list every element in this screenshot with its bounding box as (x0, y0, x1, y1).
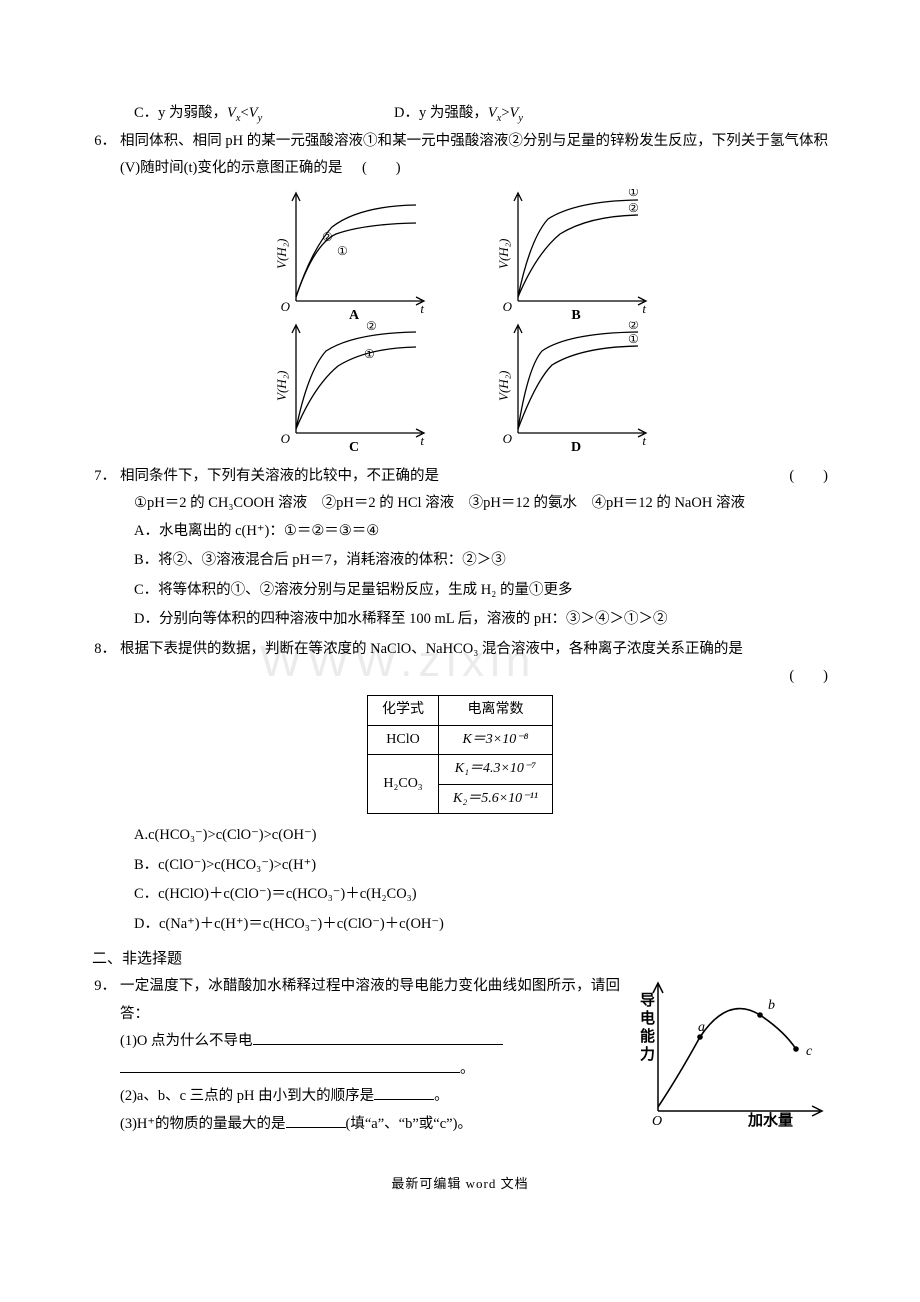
q6-charts: OtV(H₂)②①AOtV(H₂)①②BOtV(H₂)②①COtV(H₂)②①D (92, 189, 828, 453)
svg-text:②: ② (366, 321, 377, 333)
page-footer: 最新可编辑 word 文档 (92, 1172, 828, 1197)
svg-text:V(H₂): V(H₂) (274, 238, 289, 269)
q6-num: 6． (92, 128, 120, 156)
q5-options-row: C．y 为弱酸，Vx<Vy D．y 为强酸，Vx>Vy (92, 100, 828, 128)
svg-text:b: b (768, 998, 775, 1013)
svg-text:V(H₂): V(H₂) (496, 238, 511, 269)
q8-opt-d: D．c(Na⁺)＋c(H⁺)＝c(HCO₃⁻)＋c(ClO⁻)＋c(OH⁻) (92, 911, 828, 939)
svg-text:力: 力 (640, 1045, 655, 1063)
q7-opt-c: C．将等体积的①、②溶液分别与足量铝粉反应，生成 H₂ 的量①更多 (92, 577, 828, 605)
q8-stem: 根据下表提供的数据，判断在等浓度的 NaClO、NaHCO₃ 混合溶液中，各种离… (120, 641, 743, 657)
q7-opt-d: D．分别向等体积的四种溶液中加水稀释至 100 mL 后，溶液的 pH：③＞④＞… (92, 606, 828, 634)
svg-text:t: t (420, 433, 424, 448)
question-7: 7． 相同条件下，下列有关溶液的比较中，不正确的是 ( ) ①pH＝2 的 CH… (92, 463, 828, 634)
q9-p1: (1)O 点为什么不导电 (120, 1028, 620, 1056)
q8-num: 8． (92, 636, 120, 664)
question-8: 8． 根据下表提供的数据，判断在等浓度的 NaClO、NaHCO₃ 混合溶液中，… (92, 636, 828, 939)
q6-chart-C: Ot V(H₂) ② ① C (264, 321, 434, 453)
q9-num: 9． (92, 973, 120, 1001)
svg-text:①: ① (628, 189, 639, 199)
svg-text:电: 电 (640, 1009, 655, 1027)
question-6: 6． 相同体积、相同 pH 的某一元强酸溶液①和某一元中强酸溶液②分别与足量的锌… (92, 128, 828, 453)
svg-text:能: 能 (640, 1027, 655, 1045)
svg-text:O: O (281, 431, 291, 446)
svg-text:O: O (503, 431, 513, 446)
svg-text:②: ② (628, 321, 639, 332)
svg-text:①: ① (628, 332, 639, 346)
svg-text:D: D (571, 440, 581, 453)
svg-text:t: t (420, 301, 424, 316)
q8-paren: ( ) (789, 663, 828, 691)
q9-p1-blank2 (120, 1057, 460, 1073)
svg-text:a: a (698, 1020, 705, 1035)
q7-num: 7． (92, 463, 120, 491)
svg-text:V(H₂): V(H₂) (274, 370, 289, 401)
q9-p3: (3)H⁺的物质的量最大的是(填“a”、“b”或“c”)。 (120, 1111, 620, 1139)
q9-p2-blank (374, 1084, 434, 1100)
svg-text:c: c (806, 1044, 813, 1059)
q5-opt-d: D．y 为强酸，Vx>Vy (394, 100, 523, 128)
svg-text:C: C (349, 440, 359, 453)
q9-p2: (2)a、b、c 三点的 pH 由小到大的顺序是。 (120, 1083, 620, 1111)
q6-chart-B: Ot V(H₂) ① ② B (486, 189, 656, 321)
svg-text:O: O (503, 299, 513, 314)
q6-paren: ( ) (346, 160, 401, 176)
q6-chart-D: Ot V(H₂) ②① D (486, 321, 656, 453)
section-2-heading: 二、非选择题 (92, 945, 828, 974)
svg-text:O: O (652, 1114, 662, 1127)
q7-given: ①pH＝2 的 CH₃COOH 溶液 ②pH＝2 的 HCl 溶液 ③pH＝12… (92, 490, 828, 518)
svg-text:V(H₂): V(H₂) (496, 370, 511, 401)
svg-text:导: 导 (640, 992, 655, 1009)
svg-text:①: ① (364, 347, 375, 361)
q7-stem: 相同条件下，下列有关溶液的比较中，不正确的是 (120, 468, 439, 484)
svg-text:①: ① (337, 244, 348, 258)
q6-stem: 相同体积、相同 pH 的某一元强酸溶液①和某一元中强酸溶液②分别与足量的锌粉发生… (120, 133, 828, 177)
q8-opt-c: C．c(HClO)＋c(ClO⁻)＝c(HCO₃⁻)＋c(H₂CO₃) (92, 881, 828, 909)
svg-text:t: t (642, 301, 646, 316)
svg-text:②: ② (628, 201, 639, 215)
svg-text:②: ② (322, 230, 333, 244)
q8-table: 化学式电离常数HClOK＝3×10⁻⁸H₂CO₃K₁＝4.3×10⁻⁷K₂＝5.… (92, 695, 828, 814)
q9-p3-blank (286, 1112, 346, 1128)
svg-text:A: A (349, 308, 360, 321)
question-9: 9． 一定温度下，冰醋酸加水稀释过程中溶液的导电能力变化曲线如图所示，请回答： … (92, 973, 828, 1138)
q6-chart-A: Ot V(H₂) ②① A (264, 189, 434, 321)
q9-graph: a b c 导电能力 O 加水量 (628, 973, 828, 1138)
q8-opt-a: A.c(HCO₃⁻)>c(ClO⁻)>c(OH⁻) (92, 822, 828, 850)
svg-text:B: B (571, 308, 580, 321)
q9-stem1: 一定温度下，冰醋酸加水稀释过程中溶液的导电能力变化曲线如图所示，请回答： (120, 973, 620, 1028)
svg-text:O: O (281, 299, 291, 314)
q8-opt-b: B．c(ClO⁻)>c(HCO₃⁻)>c(H⁺) (92, 852, 828, 880)
q9-p1-blank1 (253, 1029, 503, 1045)
svg-text:t: t (642, 433, 646, 448)
q7-opt-b: B．将②、③溶液混合后 pH＝7，消耗溶液的体积：②＞③ (92, 547, 828, 575)
q7-paren: ( ) (789, 463, 828, 491)
q7-opt-a: A．水电离出的 c(H⁺)：①＝②＝③＝④ (92, 518, 828, 546)
q5-opt-c: C．y 为弱酸，Vx<Vy (134, 100, 394, 128)
svg-text:加水量: 加水量 (747, 1111, 793, 1127)
q9-p1-line2: 。 (120, 1056, 620, 1084)
